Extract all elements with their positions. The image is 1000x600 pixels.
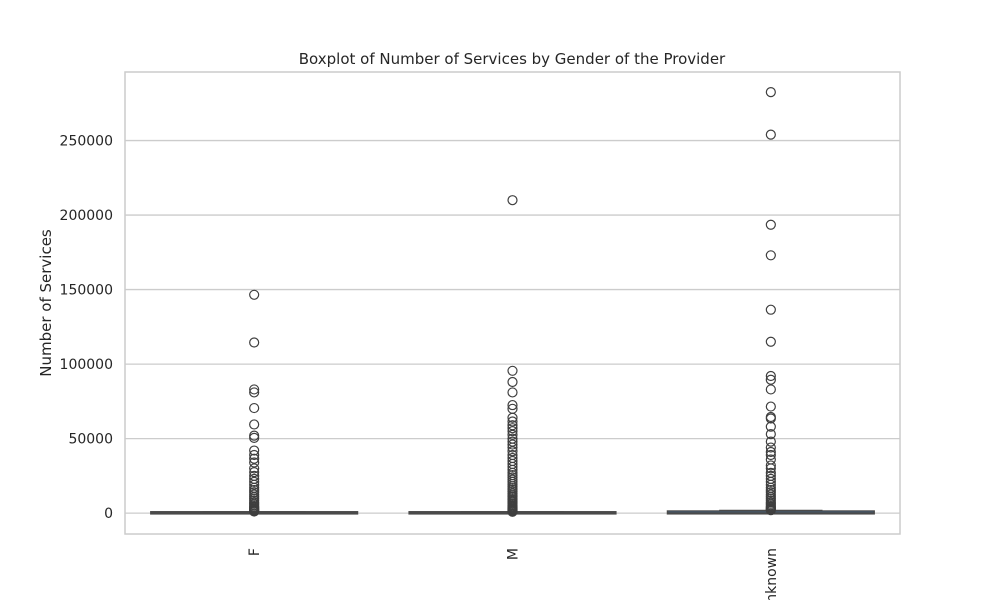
outlier-point bbox=[507, 399, 518, 411]
outlier-point bbox=[507, 423, 518, 434]
outlier-point bbox=[765, 250, 776, 261]
outlier-point bbox=[765, 129, 776, 140]
outlier-point bbox=[507, 365, 518, 376]
outlier-point bbox=[507, 446, 518, 457]
outlier-point bbox=[765, 476, 776, 487]
outlier-point bbox=[249, 453, 260, 464]
outlier-point bbox=[765, 442, 776, 453]
outlier-point bbox=[249, 457, 260, 468]
outlier-point bbox=[765, 413, 776, 424]
outlier-point bbox=[249, 476, 260, 487]
outlier-point bbox=[507, 420, 518, 431]
outlier-point bbox=[507, 426, 518, 437]
outlier-point bbox=[765, 401, 776, 412]
x-tick-label: M bbox=[506, 548, 522, 560]
outlier-point bbox=[765, 384, 776, 395]
outlier-point bbox=[507, 376, 518, 388]
outlier-point bbox=[507, 436, 518, 447]
outlier-point bbox=[507, 429, 518, 440]
outlier-point bbox=[765, 336, 776, 347]
y-tick-label: 150000 bbox=[60, 283, 113, 299]
outlier-point bbox=[765, 436, 776, 447]
y-tick-label: 250000 bbox=[60, 134, 113, 150]
outlier-point bbox=[765, 505, 776, 516]
outliers bbox=[249, 87, 776, 517]
x-tick-label: F bbox=[247, 548, 263, 556]
outlier-point bbox=[765, 446, 776, 458]
x-tick-labels: F M Unknown bbox=[247, 548, 780, 600]
outlier-point bbox=[765, 463, 776, 474]
outlier-point bbox=[507, 412, 518, 423]
outlier-point bbox=[507, 195, 518, 206]
outlier-point bbox=[507, 464, 518, 476]
gridlines bbox=[125, 139, 900, 514]
outlier-point bbox=[765, 421, 776, 432]
y-tick-label: 50000 bbox=[68, 432, 113, 448]
outlier-point bbox=[765, 374, 776, 385]
y-tick-label: 0 bbox=[104, 506, 113, 522]
outlier-point bbox=[507, 439, 518, 450]
outlier-point bbox=[249, 387, 260, 398]
outlier-point bbox=[507, 461, 518, 473]
outlier-point bbox=[507, 416, 518, 427]
outlier-point bbox=[249, 419, 260, 430]
outlier-point bbox=[507, 506, 518, 517]
outlier-point bbox=[249, 402, 260, 414]
outlier-point bbox=[765, 370, 776, 382]
y-axis-label: Number of Services bbox=[37, 229, 55, 377]
x-tick-label: Unknown bbox=[764, 548, 780, 600]
y-tick-label: 200000 bbox=[60, 208, 113, 224]
plot-frame bbox=[124, 71, 901, 535]
outlier-point bbox=[249, 463, 260, 474]
outlier-point bbox=[507, 442, 518, 453]
outlier-point bbox=[249, 289, 260, 300]
y-tick-labels: 0 50000 100000 150000 200000 250000 bbox=[60, 134, 113, 523]
outlier-point bbox=[249, 467, 260, 478]
chart-title: Boxplot of Number of Services by Gender … bbox=[299, 50, 726, 68]
outlier-point bbox=[507, 387, 518, 398]
outlier-point bbox=[765, 460, 776, 471]
outlier-point bbox=[249, 449, 260, 461]
outlier-point bbox=[249, 445, 260, 456]
outlier-point bbox=[249, 479, 260, 490]
outlier-point bbox=[249, 506, 260, 517]
outlier-point bbox=[765, 219, 776, 230]
outlier-point bbox=[249, 337, 260, 348]
outlier-point bbox=[765, 479, 776, 490]
outlier-point bbox=[765, 87, 776, 98]
outlier-point bbox=[765, 304, 776, 315]
outlier-point bbox=[249, 432, 260, 443]
outlier-point bbox=[249, 384, 260, 395]
outlier-point bbox=[765, 429, 776, 440]
y-tick-label: 100000 bbox=[60, 357, 113, 373]
outlier-point bbox=[765, 449, 776, 461]
